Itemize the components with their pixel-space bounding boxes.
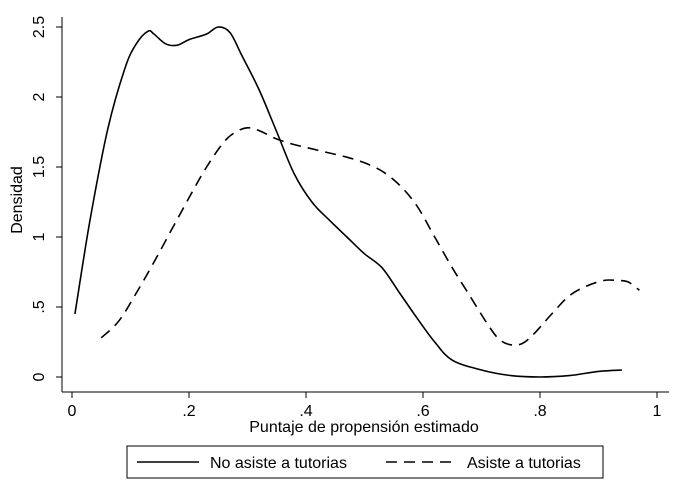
series-line-no-asiste: [74, 26, 622, 378]
legend-label-asiste: Asiste a tutorias: [467, 455, 581, 472]
x-tick-label: 1: [653, 403, 662, 420]
y-tick-label: 0: [31, 372, 48, 381]
y-tick-label: .5: [31, 300, 48, 313]
y-tick-label: 1.5: [31, 156, 48, 178]
x-tick-label: 0: [68, 403, 77, 420]
legend-label-no-asiste: No asiste a tutorias: [210, 455, 347, 472]
legend-box: [126, 445, 604, 479]
x-tick-label: .4: [299, 403, 312, 420]
y-tick-label: 1: [31, 232, 48, 241]
x-axis-title: Puntaje de propensión estimado: [249, 419, 479, 436]
y-tick-label: 2.5: [31, 16, 48, 38]
x-tick-label: .2: [182, 403, 195, 420]
x-tick-label: .6: [416, 403, 429, 420]
x-tick-label: .8: [533, 403, 546, 420]
y-axis-ticks: 0 .5 1 1.5 2 2.5: [31, 16, 62, 381]
series-layer: [74, 26, 640, 378]
plot-area: 0 .2 .4 .6 .8 1 0 .5 1 1.5 2 2.5: [31, 16, 669, 420]
y-tick-label: 2: [31, 92, 48, 101]
legend: No asiste a tutorias Asiste a tutorias: [126, 445, 604, 479]
series-line-asiste: [100, 126, 640, 346]
y-axis-title: Densidad: [9, 166, 26, 234]
x-axis-ticks: 0 .2 .4 .6 .8 1: [68, 392, 662, 420]
